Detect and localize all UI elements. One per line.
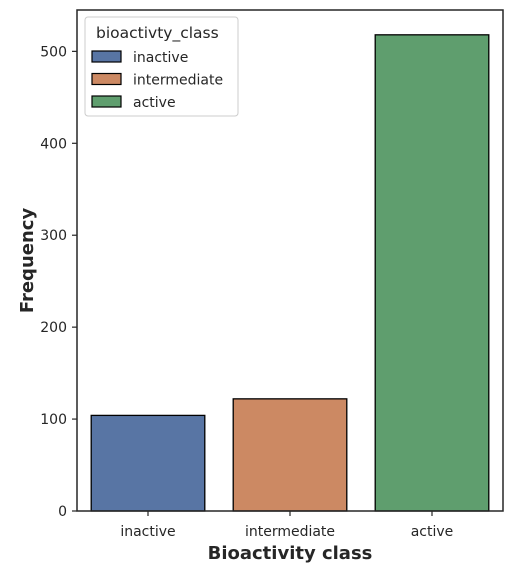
x-axis-ticks: inactive intermediate active [120, 511, 453, 540]
legend-label: active [133, 95, 176, 111]
y-axis-title: Frequency [17, 208, 38, 314]
plot-frame [76, 9, 504, 512]
y-tick-label: 0 [58, 504, 67, 520]
bar-intermediate [232, 398, 348, 512]
legend-swatch-active [91, 95, 122, 108]
y-tick-label: 300 [40, 228, 67, 244]
bars-group [90, 34, 490, 512]
legend: bioactivty_class inactive intermediate act… [84, 16, 239, 117]
y-axis-ticks: 0 100 200 300 400 500 [40, 44, 77, 520]
legend-label: inactive [133, 50, 188, 66]
x-tick-label: inactive [120, 524, 175, 540]
legend-swatch-intermediate [91, 72, 122, 86]
legend-label: intermediate [133, 73, 223, 89]
x-tick-label: active [411, 524, 454, 540]
legend-title: bioactivty_class [96, 24, 219, 43]
y-tick-label: 500 [40, 44, 67, 60]
x-axis-title: Bioactivity class [208, 543, 373, 564]
legend-box [84, 16, 239, 117]
legend-items: inactive intermediate active [91, 50, 223, 111]
y-tick-label: 400 [40, 136, 67, 152]
y-tick-label: 100 [40, 412, 67, 428]
bar-active [374, 34, 490, 512]
legend-swatch-inactive [91, 50, 122, 63]
bar-inactive [90, 414, 206, 512]
x-tick-label: intermediate [245, 524, 335, 540]
y-tick-label: 200 [40, 320, 67, 336]
